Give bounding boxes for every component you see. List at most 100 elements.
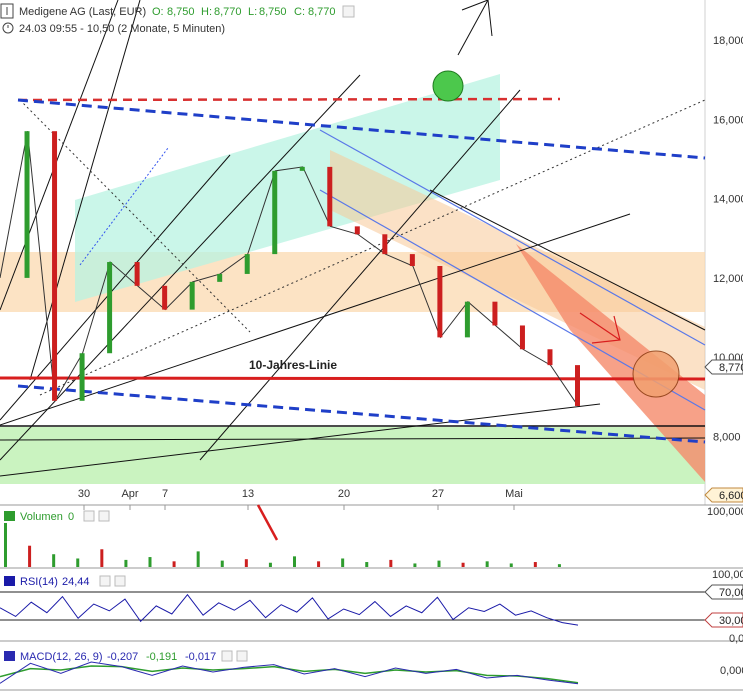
price-y-tick: 18,000 — [713, 35, 743, 47]
ohlc-close: 8,770 — [308, 6, 336, 18]
macd-settings-button[interactable] — [221, 650, 233, 662]
volume-close-button[interactable] — [98, 510, 110, 522]
price-candle — [24, 131, 30, 278]
price-candle — [492, 301, 498, 326]
volume-bar — [172, 561, 176, 567]
price-candle — [382, 234, 388, 255]
price-candle — [244, 254, 250, 274]
price-candle — [134, 262, 140, 286]
price-y-tick: 8,000 — [713, 431, 741, 443]
volume-bar — [100, 549, 104, 567]
trendline-6 — [0, 213, 631, 426]
price-y-tick: 12,000 — [713, 273, 743, 285]
ohlc-high: 8,770 — [214, 6, 242, 18]
resistance-red-dashed — [17, 97, 561, 102]
price-candle — [354, 226, 360, 235]
macd-signal-line — [0, 665, 579, 684]
volume-y-label: 100,000 — [707, 506, 743, 518]
chart-header: Medigene AG (Last, EUR) O: 8,750 H: 8,77… — [0, 3, 355, 35]
volume-title: Volumen — [20, 511, 63, 523]
clock-icon — [2, 22, 14, 34]
macd-line — [0, 661, 579, 685]
rsi-settings-button[interactable] — [99, 575, 111, 587]
trendline-3 — [29, 0, 141, 381]
price-candle — [162, 285, 168, 310]
macd-signal-value: -0,191 — [146, 651, 177, 663]
price-candle — [217, 273, 223, 282]
macd-panel: MACD(12, 26, 9) -0,207 -0,191 -0,017 0,0… — [0, 650, 743, 691]
volume-bar — [533, 562, 537, 567]
price-x-tick: 7 — [162, 488, 168, 500]
trendline-8 — [429, 189, 706, 331]
volume-settings-button[interactable] — [83, 510, 95, 522]
volume-bar — [244, 559, 248, 567]
price-candle — [107, 262, 113, 354]
price-x-tick: 13 — [242, 488, 254, 500]
trendline-2 — [0, 154, 231, 421]
volume-bar — [4, 523, 7, 567]
price-x-tick: 20 — [338, 488, 350, 500]
rsi-y-70: 70,000 — [719, 587, 743, 599]
annotation-red-stroke — [256, 504, 279, 541]
price-x-axis: 30 Apr 7 13 20 27 Mai — [78, 488, 523, 510]
price-x-tick: 27 — [432, 488, 444, 500]
lower-bound-tag: 6,600 — [704, 487, 743, 503]
price-candle — [189, 281, 195, 310]
macd-y-0: 0,000 — [720, 665, 743, 677]
trendline-9 — [0, 437, 706, 441]
volume-bar — [124, 559, 128, 567]
macd-value: -0,207 — [107, 651, 138, 663]
macd-icon — [4, 651, 15, 661]
price-candle — [437, 266, 443, 338]
rsi-title: RSI(14) — [20, 576, 58, 588]
ten-year-line — [0, 376, 706, 381]
ohlc-open: 8,750 — [167, 6, 195, 18]
volume-bar — [28, 545, 32, 567]
trendline-4 — [0, 0, 119, 311]
price-x-tick: 30 — [78, 488, 90, 500]
volume-bar — [52, 554, 56, 567]
channel-upper-line — [319, 129, 706, 346]
steep-down-channel — [516, 244, 705, 482]
svg-text:6,600: 6,600 — [719, 490, 743, 502]
price-candle — [79, 353, 85, 401]
ohlc-low: 8,750 — [259, 6, 287, 18]
green-breakout-marker — [432, 70, 464, 102]
price-y-tick: 16,000 — [713, 114, 743, 126]
volume-bar — [220, 560, 224, 567]
trendline-7 — [199, 89, 521, 461]
price-candle — [272, 170, 278, 255]
ohlc-open-label: O: — [152, 6, 164, 18]
price-candle — [464, 301, 470, 338]
price-candle — [547, 349, 553, 366]
volume-bar — [461, 562, 465, 567]
up-arrow-head — [461, 0, 493, 37]
volume-bar — [389, 559, 393, 567]
macd-title: MACD(12, 26, 9) — [20, 651, 103, 663]
header-settings-button[interactable] — [342, 5, 355, 18]
rsi-y-30: 30,000 — [719, 615, 743, 627]
down-arrow-head — [591, 315, 621, 344]
price-series-line — [0, 131, 579, 407]
rsi-y-0: 0,000 — [729, 633, 743, 645]
volume-bar — [76, 558, 80, 567]
ohlc-close-label: C: — [294, 6, 305, 18]
price-x-tick: Apr — [121, 488, 138, 500]
price-candle — [575, 365, 580, 406]
rsi-value: 24,44 — [62, 576, 90, 588]
orange-target-marker — [632, 350, 680, 398]
macd-close-button[interactable] — [236, 650, 248, 662]
upper-blue-dashed-line — [17, 98, 706, 160]
volume-bar — [413, 563, 417, 567]
rsi-close-button[interactable] — [114, 575, 126, 587]
volume-bar — [485, 561, 489, 567]
price-candle — [409, 254, 415, 266]
volume-bar — [268, 562, 272, 567]
volume-bar — [148, 557, 152, 567]
volume-bar — [341, 558, 345, 567]
volume-bars — [4, 523, 561, 567]
ohlc-low-label: L: — [248, 6, 257, 18]
trendline-1 — [0, 74, 361, 461]
